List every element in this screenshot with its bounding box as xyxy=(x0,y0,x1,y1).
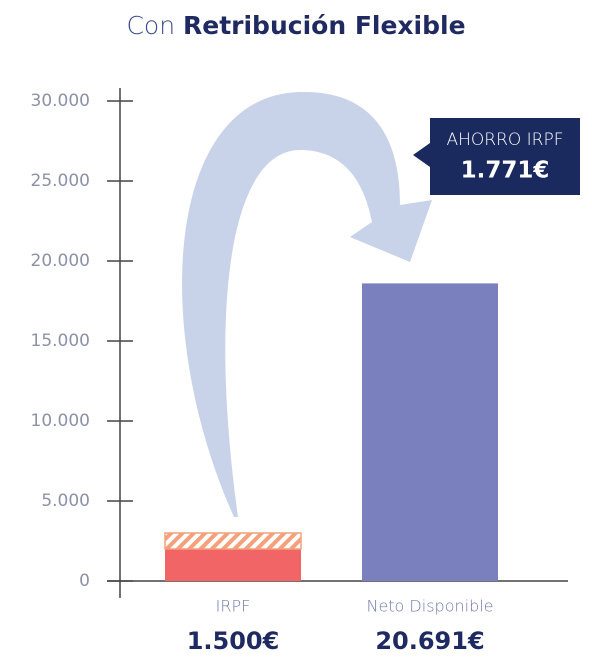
title: Con xyxy=(126,11,175,40)
y-tick-label: 15.000 xyxy=(31,331,90,351)
chart-title: Con Retribución Flexible xyxy=(126,11,465,40)
bar xyxy=(165,549,301,581)
y-tick-label: 25.000 xyxy=(31,171,90,191)
y-tick-label: 30.000 xyxy=(31,91,90,111)
y-tick-label: 20.000 xyxy=(31,251,90,271)
y-tick-label: 5.000 xyxy=(41,491,90,511)
y-tick-label: 10.000 xyxy=(31,411,90,431)
annotation-label: AHORRO IRPF xyxy=(446,130,563,150)
total-label: 1.500€ xyxy=(187,627,280,655)
title-emphasis: Retribución Flexible xyxy=(183,11,466,40)
annotation-box xyxy=(413,118,580,195)
total-label: 20.691€ xyxy=(375,627,484,655)
bar xyxy=(362,283,498,581)
y-tick-label: 0 xyxy=(79,571,90,591)
x-tick-label: IRPF xyxy=(216,597,251,616)
x-tick-label: Neto Disponible xyxy=(366,597,493,616)
flow-arrow xyxy=(182,91,432,517)
annotation-value: 1.771€ xyxy=(461,158,550,184)
bar xyxy=(164,532,302,550)
